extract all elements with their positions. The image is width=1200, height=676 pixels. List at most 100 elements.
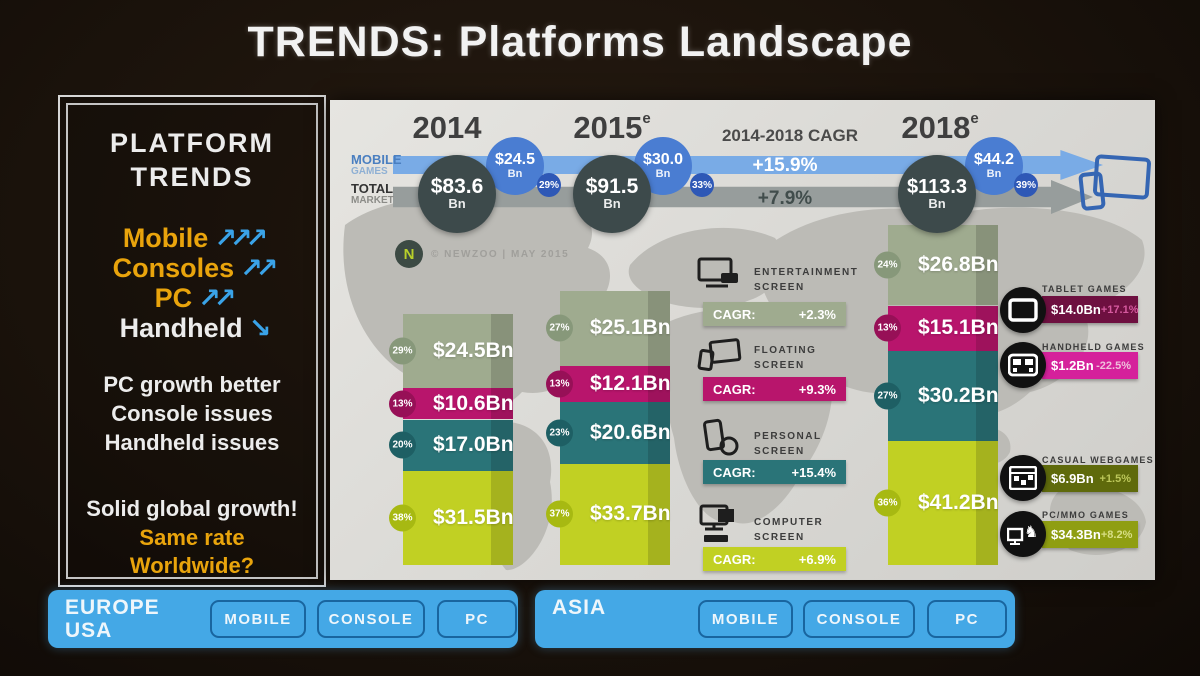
computer-screen-cagr-pill: CAGR: +6.9% [703,547,846,571]
pcmmo-games-pill: $34.3Bn +8.2% [1042,521,1138,548]
region-bar-asia: ASIA MOBILE CONSOLE PC [535,590,1015,648]
mobile-share-badge-2015: 33% [690,173,714,197]
segment-value-label: $30.2Bn [918,384,999,408]
year-label-2015: 2015e [573,109,651,145]
handheld-games-icon [1000,342,1046,388]
segment-share-badge: 20% [389,431,416,459]
europe-usa-label: EUROPE USA [65,596,160,643]
bar-segment-2015-floating-screen: $12.1Bn 13% [546,365,671,403]
bar-segment-shade [491,387,513,420]
segment-share-badge: 29% [389,337,416,365]
segment-value-label: $25.1Bn [590,316,671,340]
total-market-bubble-2014: $83.6 Bn [418,155,496,233]
europe-usa-button-mobile[interactable]: MOBILE [210,600,306,638]
asia-label: ASIA [552,596,607,619]
bar-segment-2018-floating-screen: $15.1Bn 13% [874,305,999,351]
bar-segment-2018-personal-screen: $30.2Bn 27% [874,350,999,442]
bar-segment-2015-computer-screen: $33.7Bn 37% [546,463,671,565]
sidebar-heading-line1: PLATFORM [110,128,274,158]
computer-screen-name: COMPUTER SCREEN [754,517,824,543]
sidebar-notes: PC growth better Console issues Handheld i… [68,371,316,457]
source-row: N © NEWZOO | MAY 2015 [395,240,569,268]
bar-segment-2018-entertainment-screen: $26.8Bn 24% [874,225,999,306]
tablet-games-pill: $14.0Bn +17.1% [1042,296,1139,323]
pcmmo-games-name: PC/MMO GAMES [1042,510,1129,520]
mobile-cagr-value: +15.9% [752,155,818,176]
platform-trends-panel-inner: PLATFORM TRENDS Mobile ↗↗↗ Consoles ↗↗ PC ↗↗ H… [66,103,318,579]
tablet-games-icon [1000,287,1046,333]
segment-value-label: $33.7Bn [590,502,671,526]
personal-screen-name: PERSONAL SCREEN [754,431,822,457]
platform-trend-handheld: Handheld ↘ [68,313,316,343]
bar-segment-shade [491,314,513,388]
segment-share-badge: 27% [546,314,573,342]
bar-segment-shade [648,402,670,464]
region-bar-europe-usa: EUROPE USA MOBILE CONSOLE PC [48,590,518,648]
bar-segment-shade [491,470,513,565]
bar-segment-2015-personal-screen: $20.6Bn 23% [546,402,671,464]
bar-segment-2018-computer-screen: $41.2Bn 36% [874,441,999,565]
phone-icon [1078,171,1106,211]
trend-arrow-icon: ↘ [248,313,272,344]
bar-segment-2014-computer-screen: $31.5Bn 38% [389,470,514,565]
europe-usa-button-pc[interactable]: PC [437,600,517,638]
bar-segment-shade [976,305,998,351]
entertainment-screen-name: ENTERTAINMENT SCREEN [754,267,859,293]
bar-segment-shade [976,441,998,565]
platform-label: Consoles [112,252,235,283]
platform-trend-mobile: Mobile ↗↗↗ [68,223,316,253]
year-label-2014: 2014 [412,110,482,145]
floating-screen-icon [696,336,742,379]
entertainment-screen-icon [696,256,742,299]
segment-share-badge: 23% [546,419,573,447]
sidebar-note: Handheld issues [104,429,280,455]
segment-value-label: $10.6Bn [433,391,514,415]
segment-share-badge: 13% [389,390,416,418]
sidebar-summary: Solid global growth! Same rate Worldwide? [68,495,316,581]
segment-share-badge: 24% [874,251,901,279]
segment-share-badge: 36% [874,489,901,517]
sidebar-heading-line2: TRENDS [130,161,254,192]
platform-trend-list: Mobile ↗↗↗ Consoles ↗↗ PC ↗↗ Handheld ↘ [68,223,316,344]
handheld-games-pill: $1.2Bn -22.5% [1042,352,1138,379]
segment-share-badge: 37% [546,500,573,528]
total-market-label2: MARKET [351,195,394,206]
segment-value-label: $12.1Bn [590,371,671,395]
handheld-games-name: HANDHELD GAMES [1042,342,1145,352]
segment-value-label: $17.0Bn [433,433,514,456]
bar-segment-2014-floating-screen: $10.6Bn 13% [389,387,514,420]
personal-screen-icon [696,418,742,463]
segment-share-badge: 27% [874,382,901,410]
europe-usa-button-console[interactable]: CONSOLE [317,600,425,638]
asia-button-mobile[interactable]: MOBILE [698,600,793,638]
total-market-bubble-2018: $113.3 Bn [898,155,976,233]
computer-screen-icon [696,504,742,551]
asia-button-pc[interactable]: PC [927,600,1007,638]
chart-panel: 2014 2015e 2018e MOBILE GAMES TOTAL MARKET 2014… [330,100,1155,580]
platform-trends-panel: PLATFORM TRENDS Mobile ↗↗↗ Consoles ↗↗ PC ↗↗ H… [58,95,326,587]
mobile-games-bubble-2014: $24.5 Bn [486,137,544,195]
tablet-games-name: TABLET GAMES [1042,284,1127,294]
bar-segment-shade [976,350,998,442]
sidebar-note: Console issues [111,401,273,427]
year-label-2018: 2018e [901,109,979,145]
casual-webgames-icon [1000,455,1046,501]
total-cagr-value: +7.9% [757,188,813,209]
asia-button-console[interactable]: CONSOLE [803,600,915,638]
newzoo-logo-icon: N [395,240,423,268]
mobile-games-label: MOBILE [351,152,402,167]
platform-trend-consoles: Consoles ↗↗ [68,253,316,283]
segment-share-badge: 38% [389,504,416,532]
sidebar-summary-line: Worldwide? [129,553,255,579]
bar-segment-shade [491,419,513,471]
source-text: © NEWZOO | MAY 2015 [431,248,570,260]
trend-arrow-icon: ↗↗↗ [214,222,268,253]
segment-share-badge: 13% [874,314,901,342]
casual-webgames-name: CASUAL WEBGAMES [1042,455,1154,465]
platform-label: Handheld [119,313,243,344]
trend-arrow-icon: ↗↗ [198,282,236,313]
bar-segment-shade [648,290,670,366]
sidebar-note: PC growth better [103,372,281,398]
floating-screen-name: FLOATING SCREEN [754,345,817,371]
